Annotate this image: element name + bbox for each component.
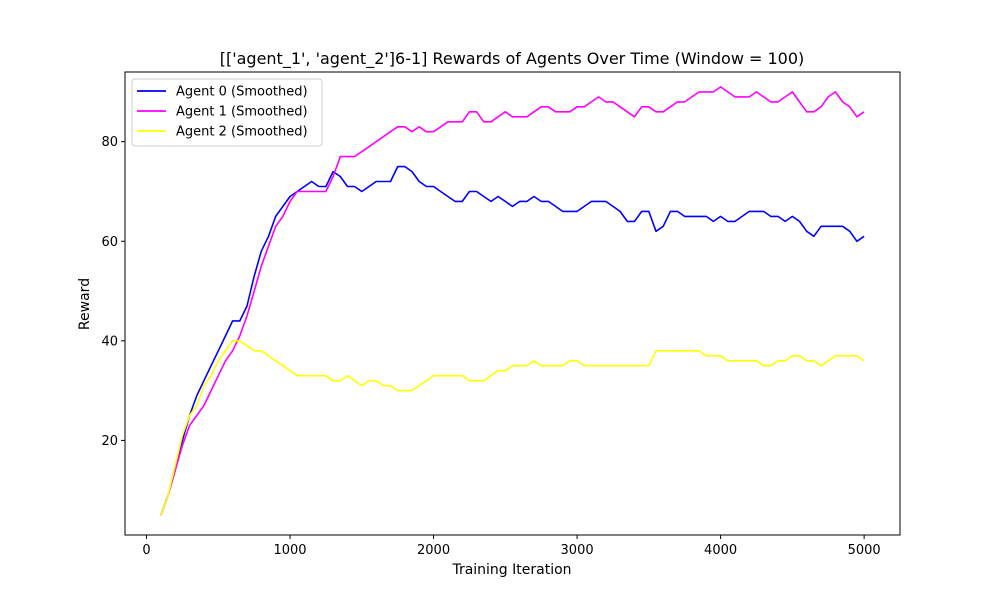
- series-line-agent-1: [160, 86, 865, 516]
- x-tick-label: 0: [142, 543, 150, 558]
- x-tick-label: 4000: [704, 543, 737, 558]
- chart-title: [['agent_1', 'agent_2']6-1] Rewards of A…: [220, 49, 805, 69]
- legend-box: [131, 78, 323, 147]
- series-layer: [160, 86, 865, 516]
- x-axis: 0 1000 2000 3000 4000 5000: [142, 535, 881, 558]
- series-line-agent-2: [160, 340, 865, 516]
- x-tick-label: 5000: [848, 543, 881, 558]
- x-tick-label: 2000: [417, 543, 450, 558]
- legend-label-agent-1: Agent 1 (Smoothed): [176, 105, 308, 120]
- legend: Agent 0 (Smoothed) Agent 1 (Smoothed) Agen…: [131, 78, 323, 147]
- y-axis-label: Reward: [77, 278, 93, 330]
- x-tick-label: 3000: [561, 543, 594, 558]
- y-tick-label: 60: [101, 235, 118, 250]
- y-tick-label: 80: [101, 135, 118, 150]
- x-axis-label: Training Iteration: [451, 562, 571, 578]
- y-tick-label: 20: [101, 434, 118, 449]
- legend-label-agent-2: Agent 2 (Smoothed): [176, 125, 308, 140]
- series-line-agent-0: [160, 165, 865, 516]
- legend-label-agent-0: Agent 0 (Smoothed): [176, 85, 308, 100]
- plot-frame: [124, 71, 901, 536]
- y-axis: 20 40 60 80: [101, 135, 125, 449]
- y-tick-label: 40: [101, 334, 118, 349]
- x-tick-label: 1000: [273, 543, 306, 558]
